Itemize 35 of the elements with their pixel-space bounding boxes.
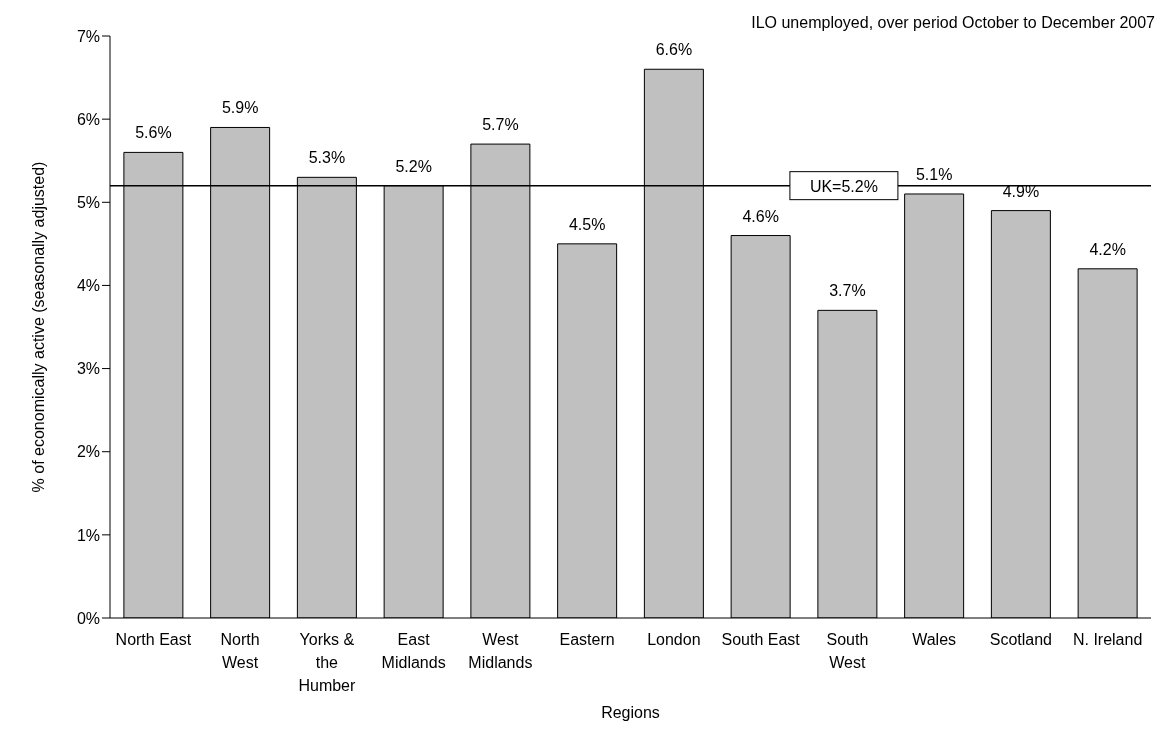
data-label: 5.2% bbox=[395, 157, 432, 175]
data-label: 6.6% bbox=[655, 41, 693, 59]
x-tick-label: London bbox=[647, 631, 701, 649]
x-tick-label: North West bbox=[220, 631, 260, 672]
x-tick-label: South East bbox=[721, 631, 801, 649]
y-tick-label: 2% bbox=[76, 443, 100, 461]
x-axis-title: Regions bbox=[601, 704, 660, 721]
x-tick-label: North East bbox=[115, 631, 192, 649]
data-label: 4.5% bbox=[568, 215, 606, 233]
x-tick-label: N. Ireland bbox=[1072, 631, 1143, 649]
x-tick-label: South West bbox=[826, 631, 869, 672]
y-tick-label: 3% bbox=[76, 360, 100, 378]
data-label: 4.6% bbox=[742, 207, 779, 225]
data-label: 5.6% bbox=[135, 124, 172, 142]
ref-line-label: UK=5.2% bbox=[809, 177, 878, 195]
y-axis-title: % of economically active (seasonally adjusted) bbox=[29, 161, 47, 493]
data-label: 5.7% bbox=[482, 116, 519, 134]
x-tick-label: Scotland bbox=[989, 631, 1053, 649]
chart-title: ILO unemployed, over period October to December 2007 bbox=[751, 14, 1155, 32]
data-label: 4.2% bbox=[1089, 240, 1126, 258]
x-tick-label: Yorks & the Humber bbox=[298, 631, 356, 695]
x-tick-label: Eastern bbox=[559, 631, 615, 649]
y-tick-label: 4% bbox=[76, 277, 100, 295]
x-tick-label: Wales bbox=[912, 631, 957, 649]
y-tick-label: 6% bbox=[76, 110, 100, 128]
x-tick-label: East Midlands bbox=[381, 631, 446, 672]
data-label: 3.7% bbox=[829, 282, 866, 300]
data-label: 5.1% bbox=[915, 165, 953, 183]
y-tick-label: 0% bbox=[76, 609, 100, 627]
y-tick-label: 7% bbox=[76, 27, 100, 45]
data-label: 5.3% bbox=[308, 149, 346, 167]
y-tick-label: 1% bbox=[76, 526, 100, 544]
data-label: 5.9% bbox=[221, 99, 259, 117]
y-tick-label: 5% bbox=[76, 193, 100, 211]
x-tick-label: West Midlands bbox=[468, 631, 533, 672]
